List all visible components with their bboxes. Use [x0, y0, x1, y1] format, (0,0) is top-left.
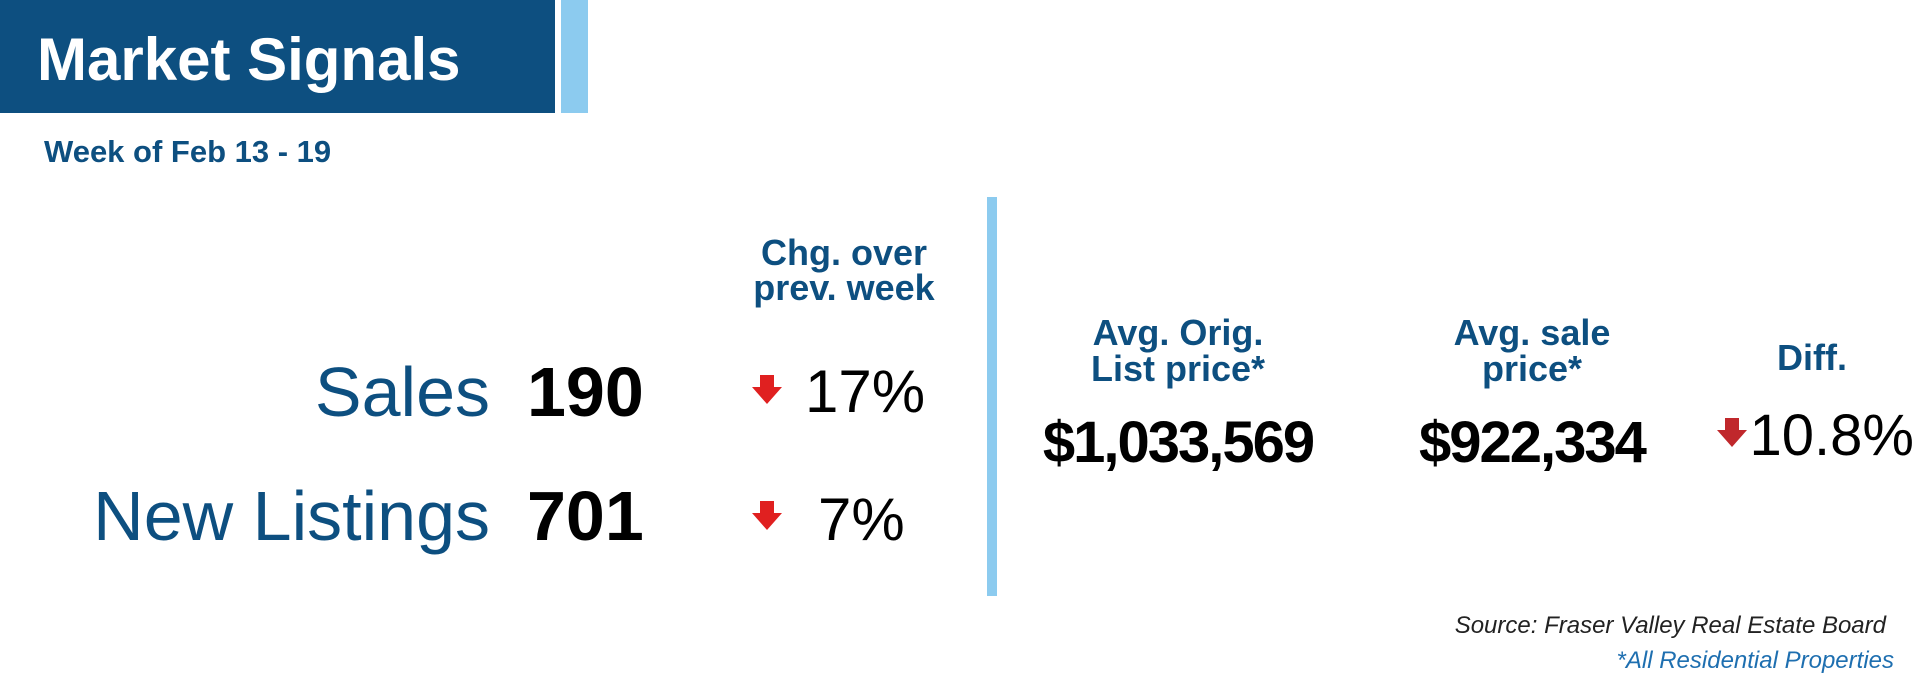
change-header: prev. week: [753, 267, 935, 308]
row-value: 701: [527, 477, 644, 555]
title-accent: [561, 0, 588, 113]
row-change: 17%: [805, 358, 925, 425]
row-change: 7%: [818, 486, 905, 553]
column-value: $922,334: [1419, 410, 1647, 475]
subtitle: Week of Feb 13 - 19: [44, 134, 331, 169]
title: Market Signals: [37, 26, 461, 93]
source: Source: Fraser Valley Real Estate Board: [1455, 612, 1887, 639]
column-value: $1,033,569: [1043, 410, 1314, 475]
row-label: Sales: [315, 353, 490, 431]
column-header: List price*: [1091, 348, 1265, 389]
column-header: Avg. sale: [1454, 312, 1611, 353]
column-header: Diff.: [1777, 337, 1847, 378]
title-bar: [0, 0, 555, 113]
row-value: 190: [527, 353, 644, 431]
column-header: price*: [1482, 348, 1582, 389]
row-label: New Listings: [93, 477, 490, 555]
column-header: Avg. Orig.: [1093, 312, 1264, 353]
down-arrow: [752, 501, 782, 530]
down-arrow: [1717, 418, 1747, 447]
change-header: Chg. over: [761, 232, 927, 273]
footnote: *All Residential Properties: [1617, 647, 1894, 674]
down-arrow: [752, 375, 782, 404]
column-value: 10.8%: [1750, 403, 1914, 468]
divider: [987, 197, 997, 596]
